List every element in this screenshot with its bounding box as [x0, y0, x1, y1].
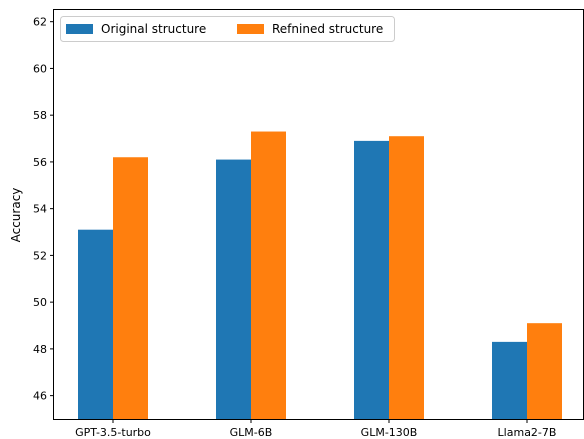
y-tick-label: 50 [33, 296, 47, 309]
x-axis: GPT-3.5-turbo GLM-6B GLM-130B Llama2-7B [75, 419, 556, 439]
y-axis: 46 48 50 52 54 56 58 60 62 [33, 16, 54, 403]
bar-refined [389, 136, 424, 419]
x-tick-label: GLM-130B [361, 426, 418, 439]
legend-frame [60, 16, 395, 42]
bar-refined [527, 323, 562, 419]
bar-original [78, 229, 113, 419]
y-tick-label: 56 [33, 156, 47, 169]
y-tick-label: 54 [33, 203, 47, 216]
legend-label: Original structure [101, 22, 206, 36]
bar-original [216, 159, 251, 419]
y-axis-label: Accuracy [9, 188, 23, 243]
y-tick-label: 60 [33, 62, 47, 75]
legend-swatch [237, 24, 264, 34]
bars-layer [78, 131, 562, 420]
legend: Original structure Refnined structure [60, 16, 395, 42]
y-tick-label: 48 [33, 343, 47, 356]
y-tick-label: 52 [33, 249, 47, 262]
x-tick-label: Llama2-7B [498, 426, 557, 439]
legend-label: Refnined structure [272, 22, 383, 36]
bar-original [492, 341, 527, 419]
x-tick-label: GLM-6B [230, 426, 273, 439]
legend-swatch [66, 24, 93, 34]
x-tick-label: GPT-3.5-turbo [75, 426, 151, 439]
bar-original [354, 140, 389, 419]
bar-refined [251, 131, 286, 419]
bar-refined [113, 157, 148, 420]
y-tick-label: 58 [33, 109, 47, 122]
y-tick-label: 46 [33, 390, 47, 403]
y-tick-label: 62 [33, 16, 47, 29]
